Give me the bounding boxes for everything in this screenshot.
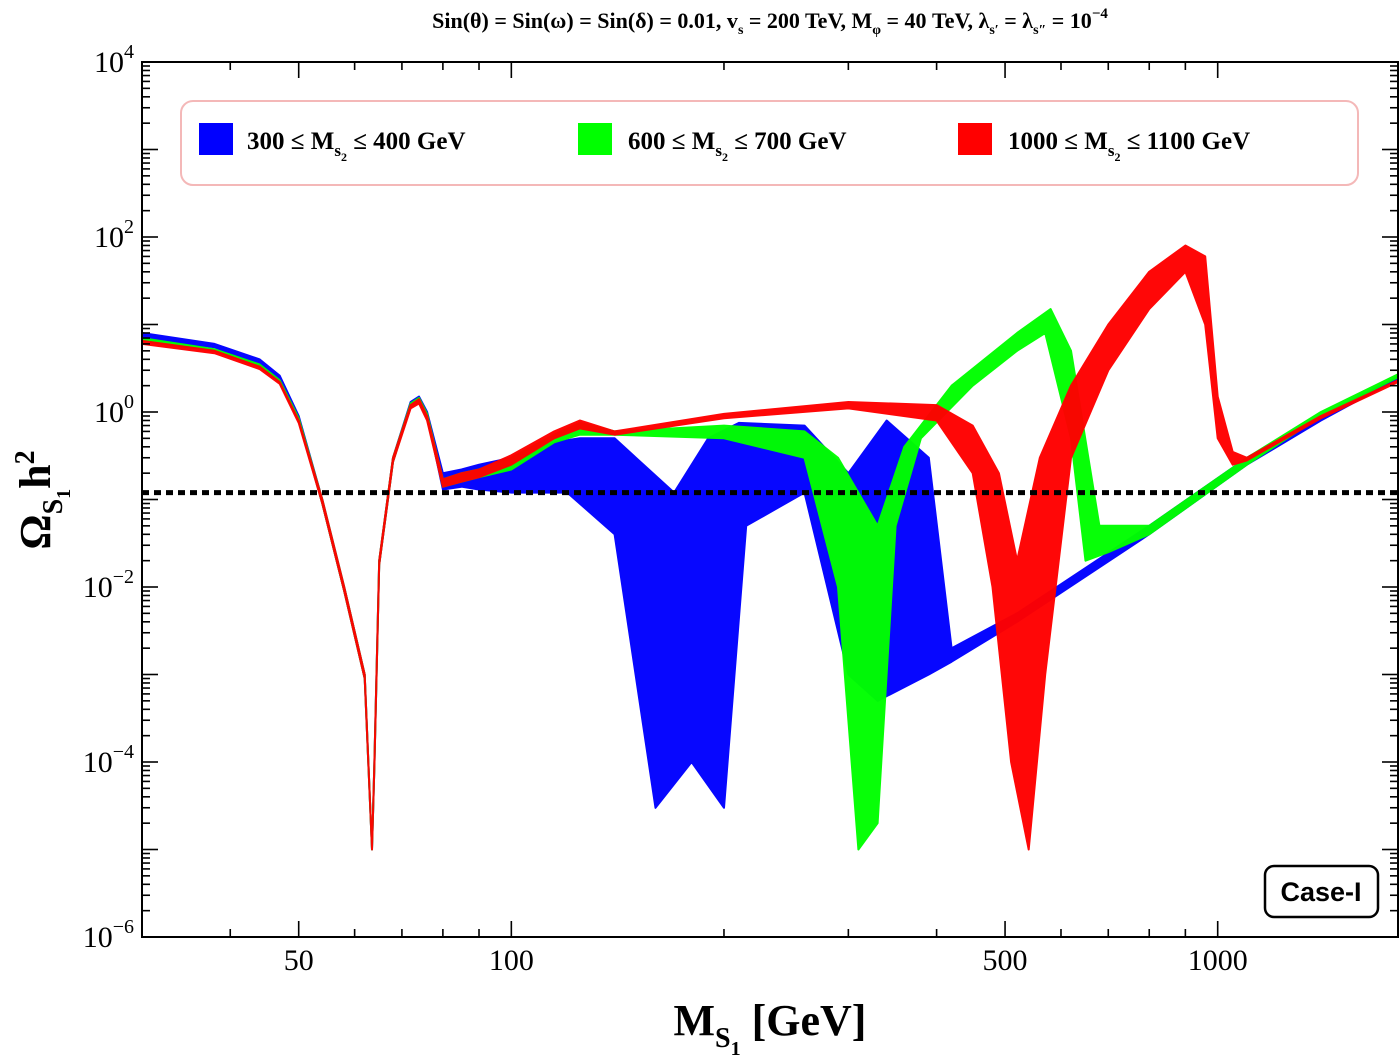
y-tick-label: 10−2 [83,566,134,604]
y-tick-label: 10−4 [83,741,134,779]
x-axis-label: MS1 [GeV] [674,996,867,1056]
series-band-2 [141,244,1399,851]
legend: 300 ≤ Ms2 ≤ 400 GeV 600 ≤ Ms2 ≤ 700 GeV … [180,100,1359,186]
plot-frame [141,61,1399,938]
series-band-1 [141,308,1399,851]
y-tick-label: 102 [94,216,134,254]
legend-label-red: 1000 ≤ Ms2 ≤ 1100 GeV [1008,128,1250,164]
x-tick-label: 500 [983,944,1028,977]
y-tick-label: 10−6 [83,916,134,954]
legend-box [180,100,1359,186]
x-tick-label: 100 [489,944,534,977]
series-layer [141,244,1399,851]
legend-swatch-green [578,123,612,155]
y-tick-label: 100 [94,391,134,429]
y-tick-label: 104 [94,41,134,79]
case-annotation: Case-I [1263,864,1380,919]
legend-label-green: 600 ≤ Ms2 ≤ 700 GeV [628,128,847,164]
legend-swatch-blue [199,123,233,155]
case-annotation-box [1263,864,1380,919]
x-tick-label: 50 [284,944,314,977]
x-tick-label: 1000 [1188,944,1248,977]
legend-label-blue: 300 ≤ Ms2 ≤ 400 GeV [247,128,466,164]
legend-swatch-red [958,123,992,155]
legend-item-blue: 300 ≤ Ms2 ≤ 400 GeV [199,123,466,164]
y-axis-label: ΩS1h2 [10,450,75,549]
case-annotation-text: Case-I [1280,877,1361,907]
legend-item-green: 600 ≤ Ms2 ≤ 700 GeV [578,123,847,164]
chart-title: Sin(θ) = Sin(ω) = Sin(δ) = 0.01, vs = 20… [432,6,1108,38]
ticks-layer: 50 100 500 1000 10−6 10−4 10−2 100 102 104 [83,41,1398,977]
legend-item-red: 1000 ≤ Ms2 ≤ 1100 GeV [958,123,1250,164]
